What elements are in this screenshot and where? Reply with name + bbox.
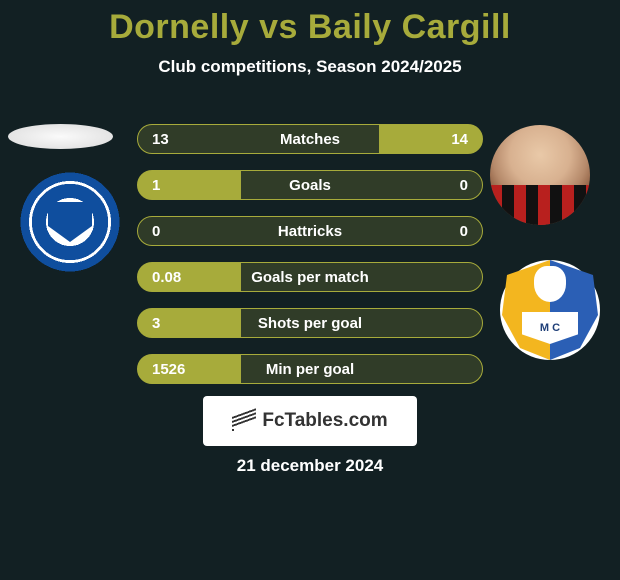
stat-row: 1526Min per goal xyxy=(137,354,483,384)
stat-value-player1: 3 xyxy=(138,315,198,332)
brand-panel: FcTables.com xyxy=(203,396,417,446)
player2-avatar xyxy=(490,125,590,225)
stat-value-player1: 1526 xyxy=(138,361,198,378)
stat-value-player2: 0 xyxy=(422,177,482,194)
stat-label: Min per goal xyxy=(198,361,422,378)
stat-label: Goals xyxy=(198,177,422,194)
footer-date: 21 december 2024 xyxy=(0,456,620,476)
comparison-card: Dornelly vs Baily Cargill Club competiti… xyxy=(0,0,620,580)
brand-text: FcTables.com xyxy=(262,410,387,432)
stat-value-player1: 0.08 xyxy=(138,269,198,286)
stat-row: 1Goals0 xyxy=(137,170,483,200)
stat-value-player1: 1 xyxy=(138,177,198,194)
player2-club-crest: M C xyxy=(500,260,600,360)
stat-label: Hattricks xyxy=(198,223,422,240)
stat-value-player1: 13 xyxy=(138,131,198,148)
stat-value-player2: 0 xyxy=(422,223,482,240)
stat-row: 0.08Goals per match xyxy=(137,262,483,292)
stats-table: 13Matches141Goals00Hattricks00.08Goals p… xyxy=(137,124,483,400)
page-title: Dornelly vs Baily Cargill xyxy=(0,0,620,47)
crest-stag-icon xyxy=(534,266,566,302)
stat-row: 13Matches14 xyxy=(137,124,483,154)
stat-label: Shots per goal xyxy=(198,315,422,332)
fctables-logo-icon xyxy=(232,411,256,431)
stat-value-player1: 0 xyxy=(138,223,198,240)
stat-value-player2: 14 xyxy=(422,131,482,148)
player1-club-crest xyxy=(20,172,120,272)
stat-row: 0Hattricks0 xyxy=(137,216,483,246)
stat-label: Matches xyxy=(198,131,422,148)
stat-row: 3Shots per goal xyxy=(137,308,483,338)
subtitle: Club competitions, Season 2024/2025 xyxy=(0,57,620,77)
stat-label: Goals per match xyxy=(198,269,422,286)
player1-avatar xyxy=(8,124,113,149)
